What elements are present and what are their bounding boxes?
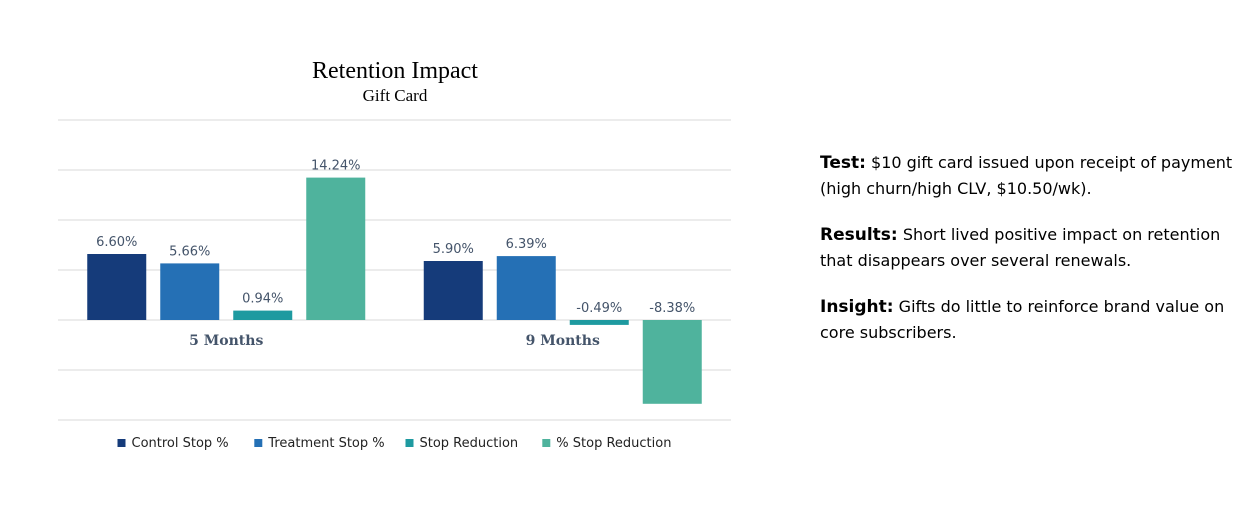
- note-insight-key: Insight:: [820, 297, 894, 317]
- note-results-text: Short lived positive impact on retention…: [820, 225, 1221, 270]
- legend-swatch: [117, 439, 126, 447]
- legend-label: % Stop Reduction: [556, 436, 671, 451]
- chart-title: Retention Impact: [312, 58, 478, 84]
- legend-label: Stop Reduction: [420, 436, 519, 451]
- data-label: -0.49%: [576, 301, 622, 316]
- bar: [642, 320, 702, 404]
- note-test-text: $10 gift card issued upon receipt of pay…: [820, 153, 1233, 198]
- bar: [233, 310, 293, 320]
- bar: [160, 263, 220, 320]
- bar: [569, 320, 629, 325]
- category-labels: 5 Months 9 Months: [189, 333, 600, 349]
- note-test: Test: $10 gift card issued upon receipt …: [820, 150, 1240, 202]
- legend-swatch: [405, 439, 414, 447]
- note-insight: Insight: Gifts do little to reinforce br…: [820, 294, 1240, 346]
- data-labels: 6.60% 5.66% 0.94% 14.24% 5.90% 6.39% -0.49% -8.…: [96, 159, 695, 316]
- data-label: 6.60%: [96, 235, 137, 250]
- bars: [87, 177, 702, 404]
- legend: Control Stop % Treatment Stop % Stop Reduc…: [117, 436, 671, 451]
- retention-impact-chart: Retention Impact Gift Card 6.60% 5.66% 0.9…: [58, 58, 731, 451]
- bar: [423, 261, 483, 320]
- data-label: 14.24%: [311, 159, 361, 174]
- note-insight-text: Gifts do little to reinforce brand value…: [820, 297, 1225, 342]
- legend-swatch: [254, 439, 263, 447]
- category-label: 9 Months: [526, 333, 600, 349]
- bar: [87, 254, 147, 320]
- data-label: -8.38%: [649, 301, 695, 316]
- legend-label: Control Stop %: [132, 436, 229, 451]
- legend-label: Treatment Stop %: [267, 436, 384, 451]
- gridlines: [58, 119, 731, 421]
- data-label: 5.66%: [169, 244, 210, 259]
- note-results: Results: Short lived positive impact on …: [820, 222, 1240, 274]
- data-label: 0.94%: [242, 292, 283, 307]
- legend-swatch: [542, 439, 551, 447]
- bar: [306, 177, 366, 320]
- note-test-key: Test:: [820, 153, 866, 173]
- chart-subtitle: Gift Card: [363, 86, 428, 105]
- data-label: 5.90%: [433, 242, 474, 257]
- category-label: 5 Months: [189, 333, 263, 349]
- notes-panel: Test: $10 gift card issued upon receipt …: [820, 150, 1240, 366]
- data-label: 6.39%: [506, 237, 547, 252]
- note-results-key: Results:: [820, 225, 898, 245]
- bar: [496, 256, 556, 320]
